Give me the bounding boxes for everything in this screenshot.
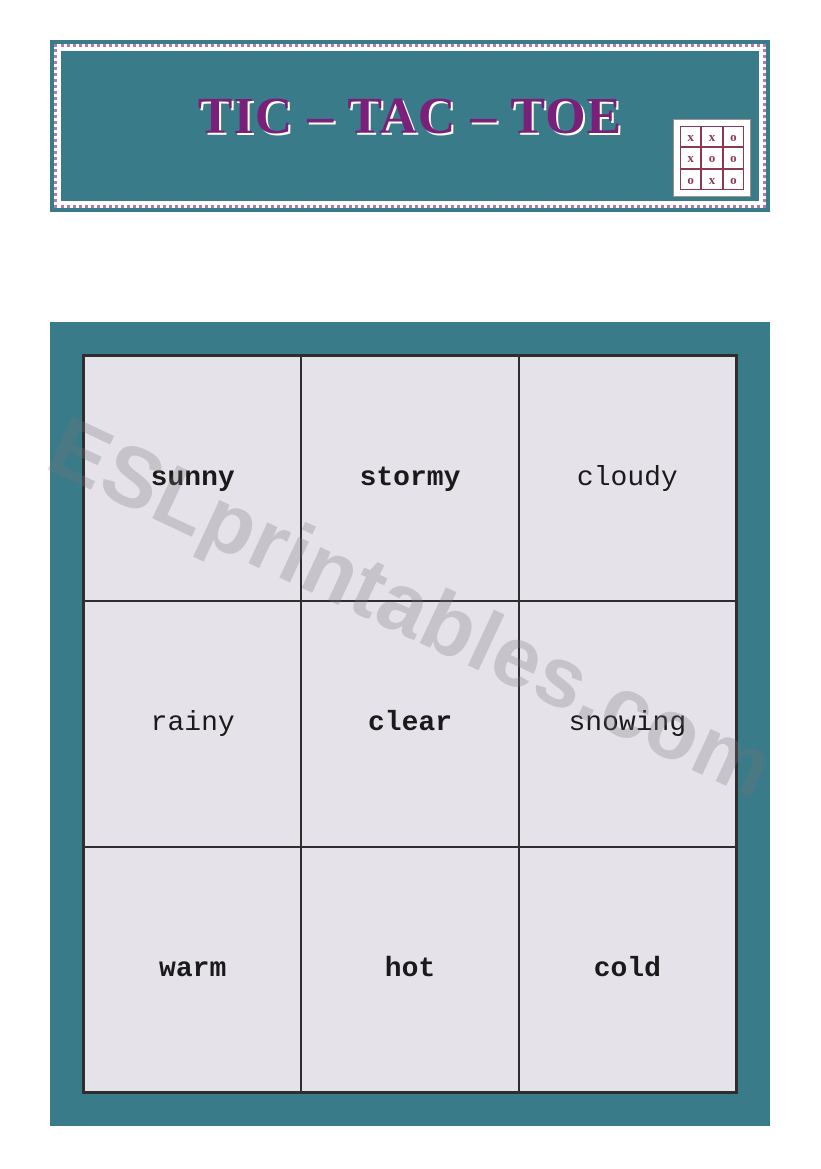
board-cell[interactable]: rainy	[84, 601, 301, 846]
board-cell[interactable]: stormy	[301, 356, 518, 601]
board-cell[interactable]: cold	[519, 847, 736, 1092]
header-panel: TIC – TAC – TOE x x o x o o o x o	[61, 51, 759, 201]
mini-cell: x	[701, 169, 722, 190]
mini-cell: o	[723, 169, 744, 190]
board-cell[interactable]: hot	[301, 847, 518, 1092]
mini-cell: o	[680, 169, 701, 190]
tictactoe-mini-icon: x x o x o o o x o	[673, 119, 751, 197]
page-border: TIC – TAC – TOE x x o x o o o x o	[50, 40, 770, 212]
board-cell[interactable]: cloudy	[519, 356, 736, 601]
board-cell[interactable]: sunny	[84, 356, 301, 601]
mini-cell: o	[723, 126, 744, 147]
game-board-frame: sunny stormy cloudy rainy clear snowing …	[50, 322, 770, 1126]
mini-cell: x	[680, 147, 701, 168]
game-board-grid: sunny stormy cloudy rainy clear snowing …	[82, 354, 738, 1094]
board-cell[interactable]: warm	[84, 847, 301, 1092]
page-title: TIC – TAC – TOE	[61, 87, 759, 146]
mini-cell: x	[680, 126, 701, 147]
mini-cell: x	[701, 126, 722, 147]
board-cell[interactable]: snowing	[519, 601, 736, 846]
board-cell[interactable]: clear	[301, 601, 518, 846]
header-dotted-frame: TIC – TAC – TOE x x o x o o o x o	[54, 44, 766, 208]
mini-cell: o	[723, 147, 744, 168]
mini-grid: x x o x o o o x o	[680, 126, 744, 190]
mini-cell: o	[701, 147, 722, 168]
